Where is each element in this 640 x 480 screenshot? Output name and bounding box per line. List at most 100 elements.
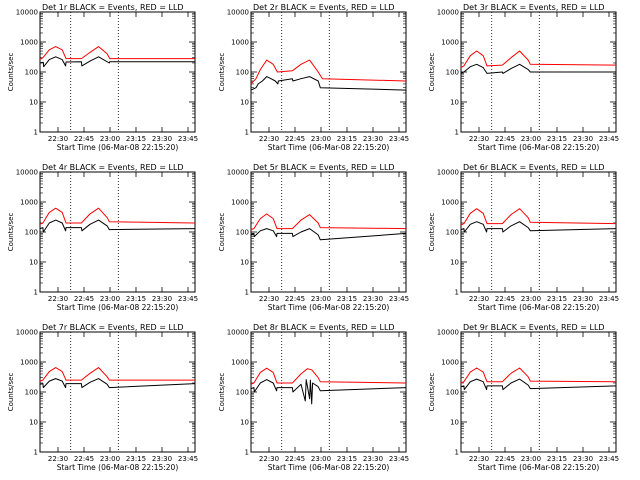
x-tick-label: 23:30: [152, 135, 172, 143]
y-tick-label: 1: [245, 449, 249, 457]
x-tick-label: 23:15: [547, 455, 567, 463]
lld-series-line: [250, 59, 407, 85]
detector-panel-2: Det 2r BLACK = Events, RED = LLD 1 10 100 10…: [218, 3, 409, 152]
x-tick-label: 23:45: [389, 295, 409, 303]
x-axis-label: Start Time (06-Mar-08 22:15:20): [478, 143, 600, 152]
plot-frame: [460, 171, 617, 293]
y-tick-label: 1: [245, 289, 249, 297]
x-tick-label: 22:30: [259, 295, 279, 303]
detector-panel-9: Det 9r BLACK = Events, RED = LLD 1 10 100 10…: [428, 323, 619, 472]
x-axis-label: Start Time (06-Mar-08 22:15:20): [57, 143, 179, 152]
detector-panel-3: Det 3r BLACK = Events, RED = LLD 1 10 100 10…: [428, 3, 619, 152]
y-tick-label: 1000: [231, 199, 249, 207]
y-tick-label: 10000: [437, 9, 459, 17]
x-tick-label: 23:00: [100, 455, 120, 463]
plot-frame: [39, 11, 196, 133]
x-tick-label: 23:15: [126, 455, 146, 463]
x-tick-label: 22:45: [74, 135, 94, 143]
y-tick-label: 1: [245, 129, 249, 137]
x-tick-label: 22:45: [74, 455, 94, 463]
x-axis-label: Start Time (06-Mar-08 22:15:20): [478, 303, 600, 312]
x-tick-label: 22:30: [259, 455, 279, 463]
y-tick-label: 10: [450, 99, 459, 107]
x-tick-label: 23:30: [573, 135, 593, 143]
y-tick-label: 10: [29, 419, 38, 427]
events-series-line: [39, 378, 196, 389]
y-tick-label: 1: [455, 129, 459, 137]
y-tick-label: 10: [450, 419, 459, 427]
y-tick-label: 1: [455, 449, 459, 457]
x-axis-label: Start Time (06-Mar-08 22:15:20): [268, 143, 390, 152]
x-tick-label: 23:45: [178, 455, 198, 463]
y-tick-label: 100: [446, 389, 459, 397]
x-tick-label: 23:15: [126, 295, 146, 303]
y-tick-label: 100: [236, 69, 249, 77]
x-tick-label: 22:45: [495, 135, 515, 143]
y-axis-label: Counts/sec: [7, 373, 15, 412]
y-tick-label: 1000: [231, 39, 249, 47]
x-tick-label: 23:45: [599, 455, 619, 463]
y-tick-label: 10000: [227, 329, 249, 337]
detector-panel-1: Det 1r BLACK = Events, RED = LLD 1 10 100 10…: [7, 3, 198, 152]
chart-title: Det 9r BLACK = Events, RED = LLD: [463, 323, 605, 332]
x-tick-label: 23:15: [337, 455, 357, 463]
x-axis-label: Start Time (06-Mar-08 22:15:20): [268, 463, 390, 472]
chart-title: Det 8r BLACK = Events, RED = LLD: [253, 323, 395, 332]
y-tick-label: 100: [236, 229, 249, 237]
x-tick-label: 23:00: [311, 295, 331, 303]
y-tick-label: 10: [29, 99, 38, 107]
x-tick-label: 23:00: [521, 295, 541, 303]
x-tick-label: 22:30: [48, 455, 68, 463]
y-tick-label: 1000: [20, 39, 38, 47]
lld-series-line: [460, 50, 617, 69]
y-tick-label: 1000: [231, 359, 249, 367]
y-tick-label: 1000: [441, 39, 459, 47]
x-tick-label: 23:00: [521, 455, 541, 463]
plot-frame: [460, 331, 617, 453]
x-tick-label: 23:15: [337, 295, 357, 303]
x-tick-label: 23:30: [573, 455, 593, 463]
y-tick-label: 1: [455, 289, 459, 297]
y-tick-label: 10: [240, 419, 249, 427]
y-tick-label: 10000: [437, 169, 459, 177]
y-tick-label: 10: [450, 259, 459, 267]
y-axis-label: Counts/sec: [428, 213, 436, 252]
detector-panel-4: Det 4r BLACK = Events, RED = LLD 1 10 100 10…: [7, 163, 198, 312]
chart-title: Det 2r BLACK = Events, RED = LLD: [253, 3, 395, 12]
y-tick-label: 1000: [20, 359, 38, 367]
chart-title: Det 7r BLACK = Events, RED = LLD: [42, 323, 184, 332]
y-tick-label: 1: [34, 129, 38, 137]
y-tick-label: 100: [25, 389, 38, 397]
x-tick-label: 22:30: [469, 455, 489, 463]
y-tick-label: 10: [29, 259, 38, 267]
detector-panel-5: Det 5r BLACK = Events, RED = LLD 1 10 100 10…: [218, 163, 409, 312]
lld-series-line: [39, 367, 195, 382]
plot-frame: [250, 11, 407, 133]
events-series-line: [39, 56, 195, 68]
y-tick-label: 1000: [20, 199, 38, 207]
plot-frame: [39, 171, 196, 293]
y-tick-label: 1: [34, 289, 38, 297]
y-tick-label: 100: [236, 389, 249, 397]
x-tick-label: 22:30: [259, 135, 279, 143]
y-axis-label: Counts/sec: [218, 53, 226, 92]
x-tick-label: 23:30: [363, 135, 383, 143]
x-tick-label: 23:45: [599, 295, 619, 303]
x-tick-label: 22:30: [48, 135, 68, 143]
events-series-line: [39, 219, 196, 233]
y-axis-label: Counts/sec: [7, 53, 15, 92]
x-tick-label: 22:45: [285, 295, 305, 303]
x-tick-label: 22:45: [74, 295, 94, 303]
x-tick-label: 23:45: [389, 135, 409, 143]
y-tick-label: 10000: [227, 9, 249, 17]
y-tick-label: 1000: [441, 359, 459, 367]
x-tick-label: 23:00: [311, 135, 331, 143]
x-tick-label: 23:30: [363, 295, 383, 303]
y-axis-label: Counts/sec: [218, 213, 226, 252]
x-tick-label: 23:45: [178, 295, 198, 303]
x-tick-label: 23:15: [126, 135, 146, 143]
lld-series-line: [460, 208, 617, 226]
events-series-line: [460, 378, 617, 391]
y-tick-label: 10000: [437, 329, 459, 337]
lld-series-line: [39, 207, 196, 225]
